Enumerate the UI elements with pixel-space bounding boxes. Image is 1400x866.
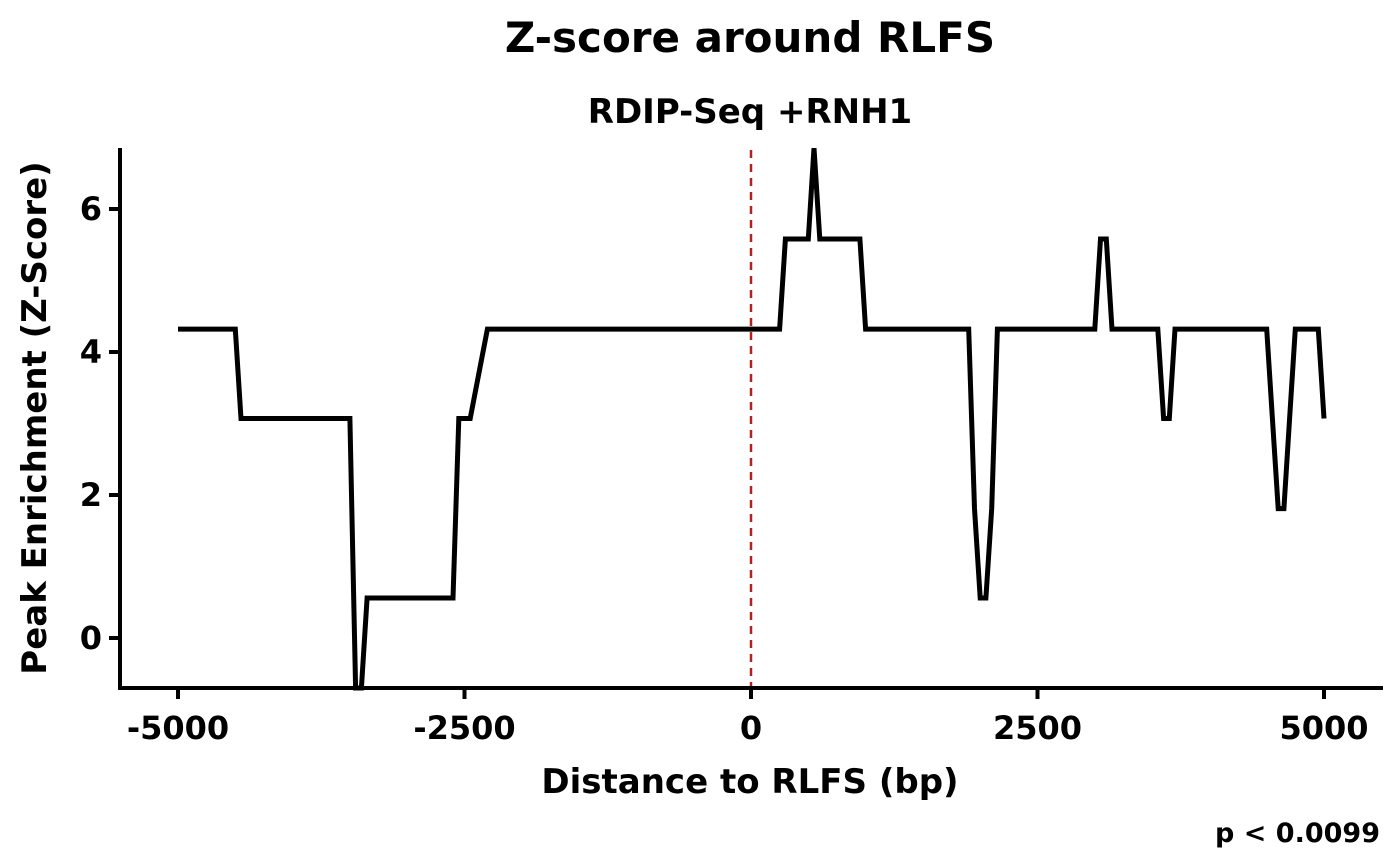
x-tick-label: 0 bbox=[740, 709, 762, 747]
x-axis-label: Distance to RLFS (bp) bbox=[541, 762, 958, 802]
x-tick-label: 5000 bbox=[1279, 709, 1368, 747]
plot-area: -5000 -2500 0 2500 5000 0 2 4 6 bbox=[80, 148, 1383, 747]
x-tick-label: -5000 bbox=[127, 709, 229, 747]
y-tick-label: 2 bbox=[80, 476, 102, 514]
x-tick-label: 2500 bbox=[993, 709, 1082, 747]
series-line-0 bbox=[178, 148, 1327, 691]
p-value-caption: p < 0.0099 bbox=[1215, 818, 1380, 849]
chart-title: Z-score around RLFS bbox=[505, 13, 995, 62]
y-tick-label: 6 bbox=[80, 190, 102, 228]
chart-subtitle: RDIP-Seq +RNH1 bbox=[588, 92, 912, 132]
x-tick-label: -2500 bbox=[413, 709, 515, 747]
y-tick-label: 0 bbox=[80, 619, 102, 657]
y-axis-label: Peak Enrichment (Z-Score) bbox=[15, 161, 55, 674]
y-tick-label: 4 bbox=[80, 333, 102, 371]
